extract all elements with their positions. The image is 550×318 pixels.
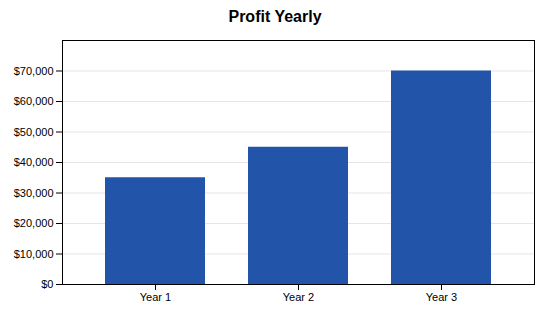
svg-text:$0: $0 [41,278,53,290]
svg-text:$50,000: $50,000 [14,126,54,138]
svg-text:$70,000: $70,000 [14,65,54,77]
svg-text:Year 2: Year 2 [283,291,314,303]
svg-text:Year 3: Year 3 [426,291,457,303]
svg-text:$60,000: $60,000 [14,95,54,107]
html-text:Profit Yearly: Profit Yearly [228,8,322,25]
svg-text:Year 1: Year 1 [140,291,171,303]
svg-text:$30,000: $30,000 [14,187,54,199]
svg-text:$40,000: $40,000 [14,156,54,168]
svg-text:$20,000: $20,000 [14,217,54,229]
svg-text:$10,000: $10,000 [14,248,54,260]
